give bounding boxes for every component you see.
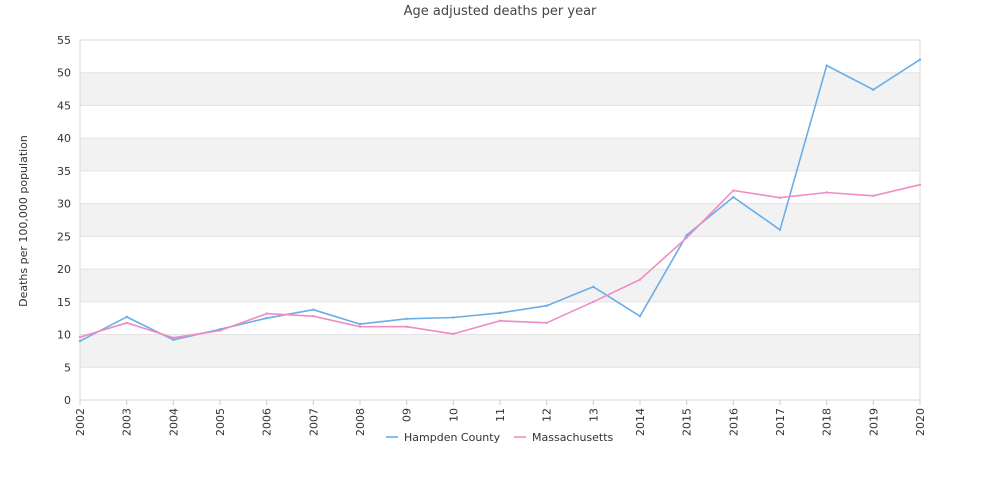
x-axis-ticks: 2002 2003 2004 2005 2006 2007 2008 09 10 11 12 13 20… — [74, 400, 927, 436]
data-point — [778, 228, 782, 232]
data-point — [918, 58, 922, 61]
grid-band — [80, 203, 920, 237]
grid-band — [80, 269, 920, 302]
data-point — [498, 319, 502, 322]
data-point — [405, 317, 408, 321]
x-tick-label: 2019 — [867, 408, 880, 436]
data-point — [872, 88, 875, 91]
y-tick-label: 45 — [57, 99, 71, 112]
y-axis-label: Deaths per 100,000 population — [17, 135, 30, 307]
data-point — [545, 321, 548, 324]
y-tick-label: 0 — [64, 394, 71, 407]
data-point — [592, 300, 595, 304]
legend-label: Massachusetts — [532, 431, 614, 444]
x-tick-label: 2005 — [214, 408, 227, 436]
y-tick-label: 35 — [57, 165, 71, 178]
data-point — [732, 189, 735, 192]
y-tick-label: 5 — [64, 361, 71, 374]
data-point — [452, 316, 455, 319]
data-point — [872, 194, 875, 197]
x-tick-label: 2020 — [914, 408, 927, 436]
y-axis-ticks: 0 5 10 15 20 25 30 35 40 45 50 55 — [57, 34, 71, 407]
legend: Hampden County Massachusetts — [386, 431, 614, 444]
data-point — [825, 64, 828, 67]
x-tick-label: 10 — [447, 408, 460, 422]
x-tick-label: 2016 — [727, 408, 740, 436]
grid-bands — [80, 72, 920, 368]
x-tick-label: 2017 — [774, 408, 787, 436]
legend-label: Hampden County — [404, 431, 501, 444]
data-point — [498, 311, 502, 315]
y-tick-label: 10 — [57, 329, 71, 342]
x-tick-label: 13 — [587, 408, 600, 422]
grid-band — [80, 72, 920, 106]
x-tick-label: 2018 — [821, 408, 834, 436]
x-tick-label: 09 — [401, 408, 414, 422]
data-point — [825, 191, 828, 194]
y-tick-label: 55 — [57, 34, 71, 47]
data-point — [638, 278, 642, 281]
data-point — [265, 316, 268, 320]
x-tick-label: 2014 — [634, 408, 647, 436]
data-point — [172, 336, 175, 340]
x-tick-label: 12 — [541, 408, 554, 422]
y-tick-label: 50 — [57, 67, 71, 80]
data-point — [778, 196, 782, 199]
y-tick-label: 15 — [57, 296, 71, 309]
y-tick-label: 25 — [57, 230, 71, 243]
data-point — [172, 338, 175, 341]
data-point — [592, 285, 595, 288]
y-tick-label: 30 — [57, 198, 71, 211]
data-point — [358, 322, 362, 326]
data-point — [125, 321, 128, 324]
data-point — [452, 332, 455, 336]
data-point — [312, 308, 315, 311]
data-point — [685, 236, 688, 239]
data-point — [638, 315, 642, 318]
grid-band — [80, 138, 920, 171]
data-point — [312, 315, 315, 318]
x-tick-label: 11 — [494, 408, 507, 422]
x-tick-label: 2007 — [307, 408, 320, 436]
chart-title: Age adjusted deaths per year — [404, 4, 597, 19]
x-tick-label: 2002 — [74, 408, 87, 436]
y-tick-label: 40 — [57, 132, 71, 145]
data-point — [265, 312, 268, 315]
x-tick-label: 2003 — [121, 408, 134, 436]
data-point — [358, 325, 362, 328]
series-lines — [78, 58, 922, 343]
data-point — [78, 335, 82, 339]
grid-band — [80, 334, 920, 368]
data-point — [732, 195, 735, 199]
data-point — [545, 304, 548, 307]
x-tick-label: 2015 — [681, 408, 694, 436]
data-point — [405, 325, 408, 328]
y-tick-label: 20 — [57, 263, 71, 276]
data-point — [125, 315, 128, 319]
data-point — [218, 329, 222, 332]
x-tick-label: 2006 — [261, 408, 274, 436]
x-tick-label: 2008 — [354, 408, 367, 436]
data-point — [685, 233, 688, 237]
data-point — [78, 339, 82, 343]
data-point — [918, 183, 922, 186]
x-tick-label: 2004 — [167, 408, 180, 436]
